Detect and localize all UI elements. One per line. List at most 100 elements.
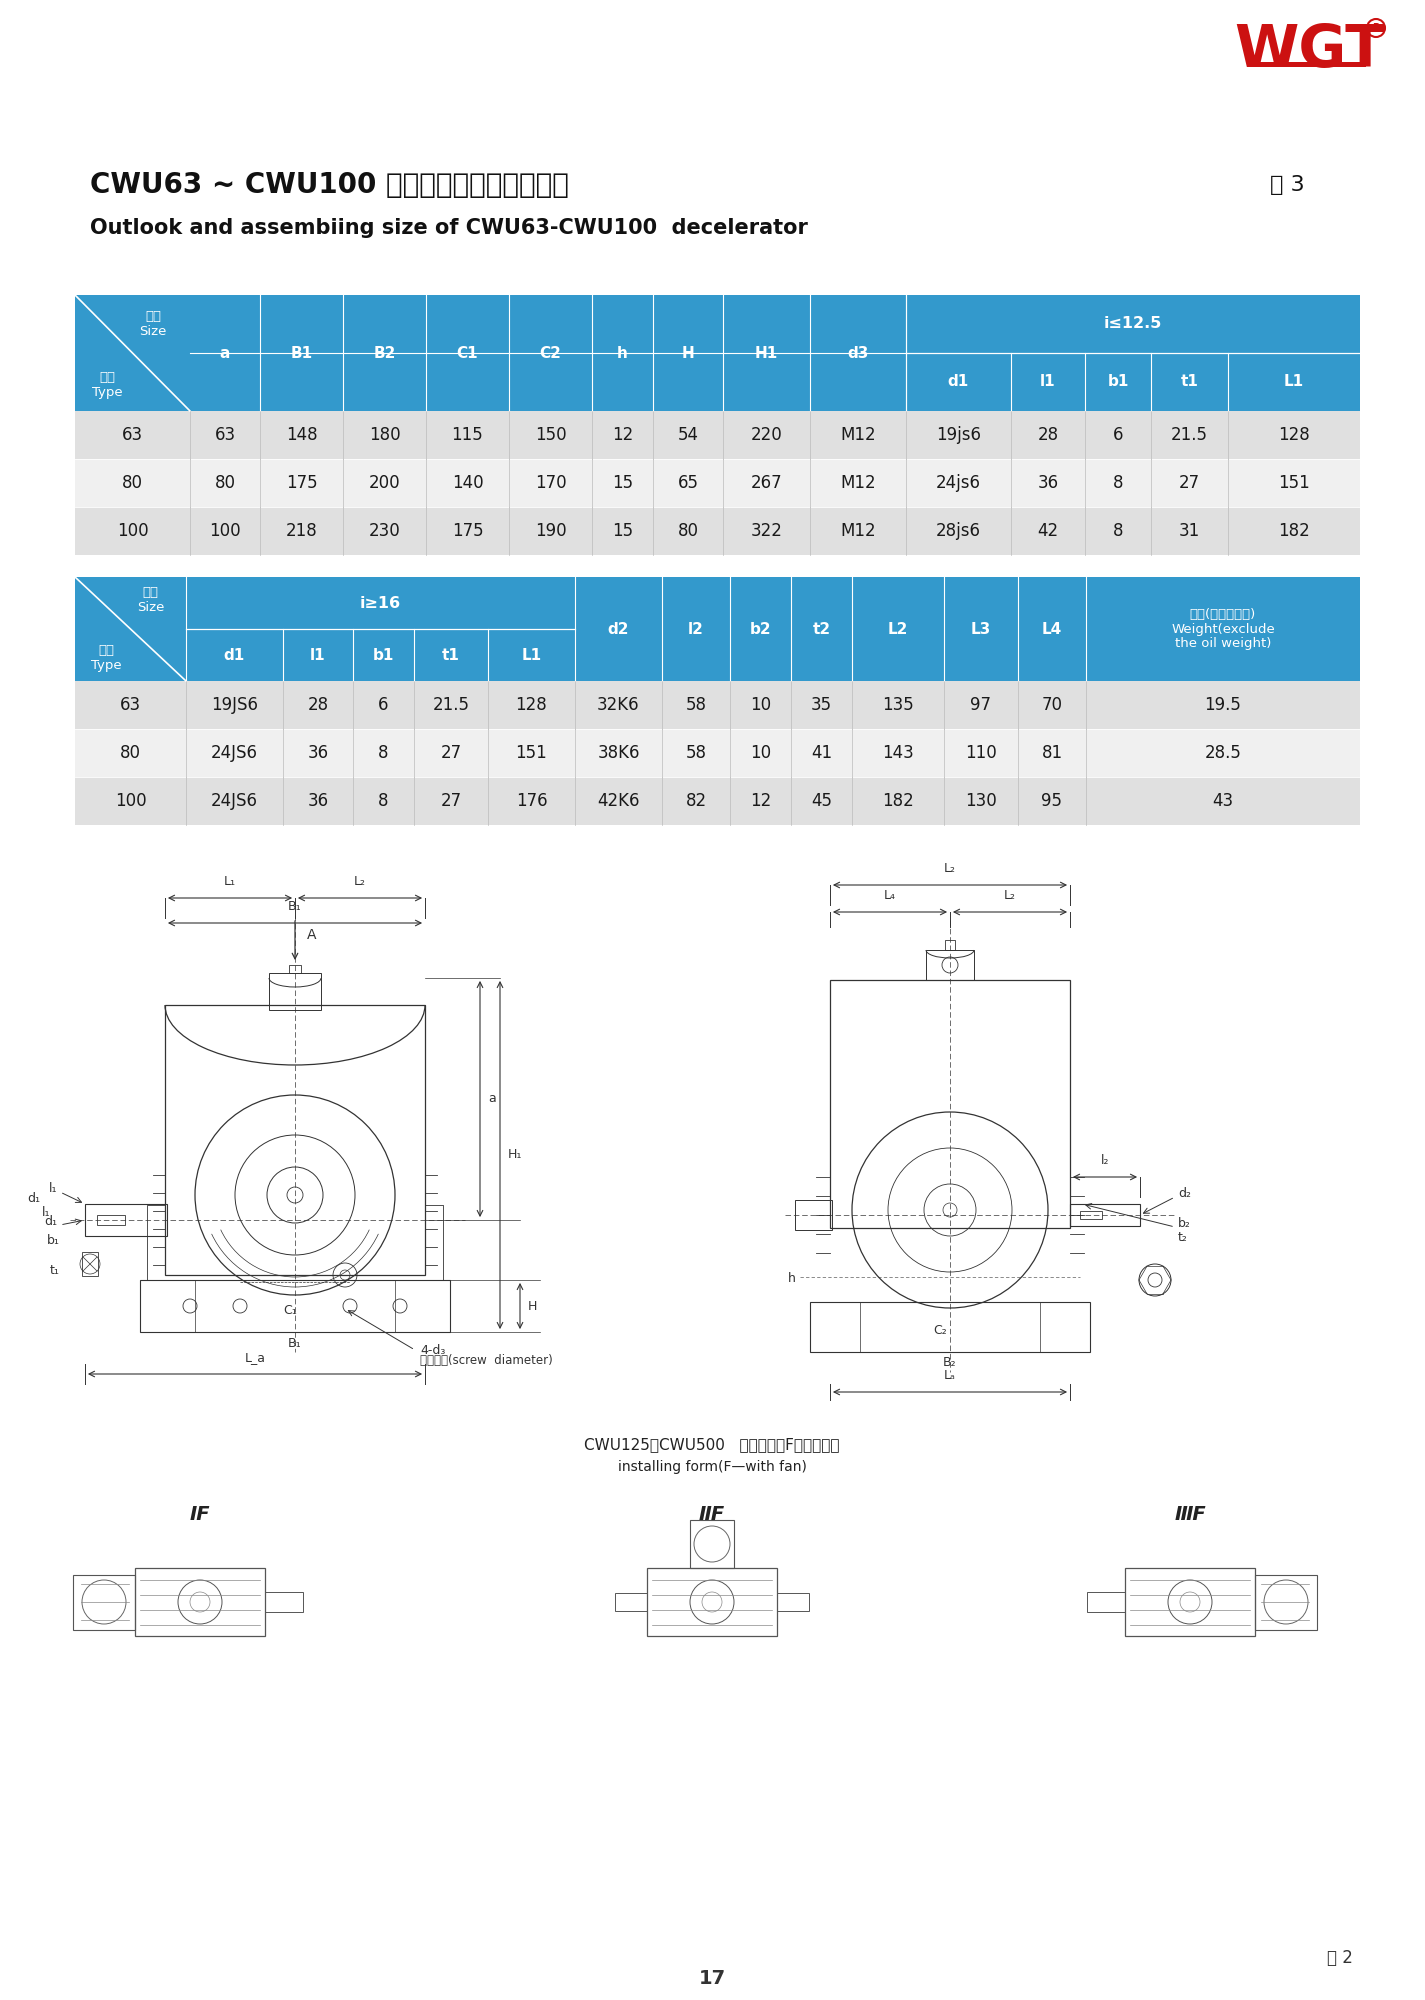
Bar [140, 1280, 450, 1332]
Bar [135, 1568, 265, 1636]
Text: 10: 10 [750, 744, 771, 762]
Text: 10: 10 [750, 696, 771, 714]
Text: 230: 230 [369, 522, 400, 540]
Text: l₂: l₂ [1100, 1154, 1109, 1168]
Text: 100: 100 [114, 792, 147, 810]
Text: 151: 151 [1278, 474, 1310, 492]
Text: C₂: C₂ [933, 1324, 946, 1336]
Text: 41: 41 [811, 744, 832, 762]
Text: 12: 12 [750, 792, 771, 810]
Text: 28: 28 [308, 696, 329, 714]
Text: 140: 140 [452, 474, 483, 492]
Text: d1: d1 [224, 648, 245, 662]
Text: h: h [617, 346, 628, 360]
Text: 267: 267 [751, 474, 782, 492]
Text: CWU63 ~ CWU100 型减速器外形及安装尺寸: CWU63 ~ CWU100 型减速器外形及安装尺寸 [90, 172, 569, 200]
Bar [690, 1520, 734, 1568]
Bar [1124, 1568, 1255, 1636]
Bar [165, 1004, 425, 1276]
Text: L1: L1 [522, 648, 542, 662]
Text: 135: 135 [882, 696, 913, 714]
Text: 175: 175 [285, 474, 318, 492]
Text: 80: 80 [123, 474, 142, 492]
Bar [829, 980, 1070, 1228]
Text: 17: 17 [698, 1968, 725, 1988]
Bar [269, 974, 321, 1010]
Text: 58: 58 [685, 696, 707, 714]
Text: M12: M12 [841, 426, 876, 444]
Text: 100: 100 [209, 522, 241, 540]
Text: l1: l1 [311, 648, 326, 662]
Text: d2: d2 [607, 622, 630, 636]
Text: 81: 81 [1042, 744, 1063, 762]
Text: H₁: H₁ [507, 1148, 523, 1162]
Text: 21.5: 21.5 [1171, 426, 1208, 444]
Text: t₂: t₂ [1178, 1230, 1188, 1244]
Text: 100: 100 [117, 522, 148, 540]
Text: 148: 148 [285, 426, 318, 444]
Bar [76, 680, 1359, 728]
Text: M12: M12 [841, 522, 876, 540]
Text: 182: 182 [1278, 522, 1310, 540]
Text: 35: 35 [811, 696, 832, 714]
Text: t2: t2 [812, 622, 831, 636]
Bar [76, 412, 1359, 460]
Text: l₁: l₁ [41, 1206, 50, 1218]
Bar [76, 776, 1359, 824]
Text: 97: 97 [970, 696, 992, 714]
Text: d₁: d₁ [44, 1214, 57, 1228]
Text: b₂: b₂ [1178, 1216, 1191, 1230]
Text: 24js6: 24js6 [936, 474, 980, 492]
Bar [1080, 1210, 1102, 1218]
Text: L4: L4 [1042, 622, 1062, 636]
Text: ⅡF: ⅡF [698, 1504, 725, 1524]
Text: 80: 80 [120, 744, 141, 762]
Text: t₁: t₁ [50, 1264, 60, 1278]
Text: ⅢF: ⅢF [1174, 1504, 1206, 1524]
Text: d3: d3 [848, 346, 869, 360]
Text: C1: C1 [456, 346, 479, 360]
Text: 15: 15 [611, 474, 633, 492]
Bar [795, 1200, 832, 1230]
Text: 322: 322 [751, 522, 782, 540]
Text: 图 2: 图 2 [1327, 1948, 1352, 1968]
Bar [76, 576, 1359, 680]
Text: 36: 36 [1037, 474, 1059, 492]
Text: 8: 8 [1113, 522, 1123, 540]
Text: 27: 27 [440, 792, 462, 810]
Text: 95: 95 [1042, 792, 1063, 810]
Text: 128: 128 [516, 696, 547, 714]
Text: 176: 176 [516, 792, 547, 810]
Text: a: a [487, 1092, 496, 1106]
Text: B1: B1 [291, 346, 312, 360]
Bar [86, 1204, 167, 1236]
Text: B2: B2 [373, 346, 396, 360]
Text: L₂: L₂ [943, 862, 956, 876]
Text: 8: 8 [1113, 474, 1123, 492]
Text: B₂: B₂ [943, 1356, 956, 1368]
Text: 31: 31 [1178, 522, 1200, 540]
Text: 28.5: 28.5 [1204, 744, 1241, 762]
Text: 128: 128 [1278, 426, 1310, 444]
Text: 型号
Type: 型号 Type [91, 644, 121, 672]
Text: 80: 80 [677, 522, 698, 540]
Text: 尺寸
Size: 尺寸 Size [140, 310, 167, 338]
Text: B₁: B₁ [288, 1336, 302, 1350]
Bar [809, 1302, 1090, 1352]
Text: 6: 6 [1113, 426, 1123, 444]
Text: 表 3: 表 3 [1270, 176, 1305, 196]
Text: C2: C2 [540, 346, 561, 360]
Text: Outlook and assembiing size of CWU63-CWU100  decelerator: Outlook and assembiing size of CWU63-CWU… [90, 218, 808, 238]
Bar [1070, 1204, 1140, 1226]
Bar [289, 966, 301, 974]
Text: M12: M12 [841, 474, 876, 492]
Text: A: A [306, 928, 316, 942]
Text: L2: L2 [888, 622, 908, 636]
Text: B₁: B₁ [288, 900, 302, 912]
Text: 28: 28 [1037, 426, 1059, 444]
Bar [1258, 62, 1367, 66]
Text: 180: 180 [369, 426, 400, 444]
Text: H1: H1 [755, 346, 778, 360]
Text: 220: 220 [751, 426, 782, 444]
Text: 130: 130 [965, 792, 997, 810]
